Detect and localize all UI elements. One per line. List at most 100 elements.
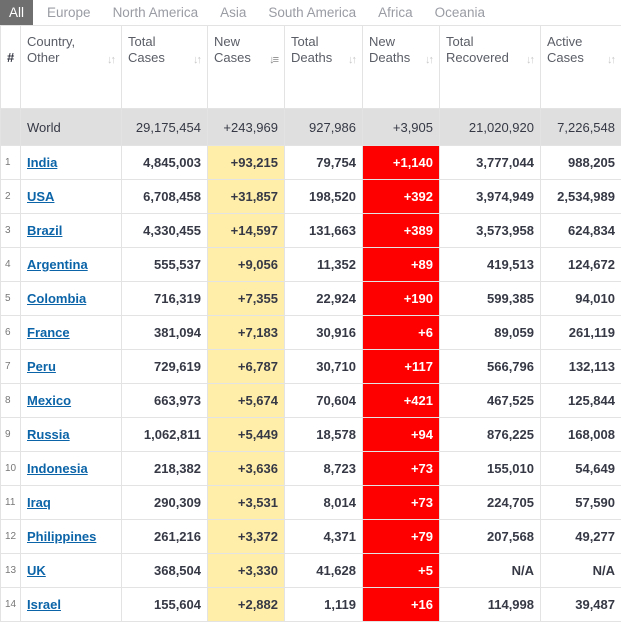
new-cases-cell: +7,355	[208, 282, 285, 316]
tab-south-america[interactable]: South America	[257, 0, 367, 25]
row-index: 1	[1, 146, 21, 180]
row-index: 2	[1, 180, 21, 214]
total-recovered-cell: 876,225	[440, 418, 541, 452]
active-cases-cell: 261,119	[541, 316, 621, 350]
total-recovered-cell: 3,777,044	[440, 146, 541, 180]
row-index: 3	[1, 214, 21, 248]
total-recovered-cell: 207,568	[440, 520, 541, 554]
row-index: 12	[1, 520, 21, 554]
country-link[interactable]: Israel	[27, 597, 61, 612]
row-index: 8	[1, 384, 21, 418]
country-cell: Philippines	[21, 520, 122, 554]
country-link[interactable]: Iraq	[27, 495, 51, 510]
country-cell: UK	[21, 554, 122, 588]
new-cases-cell: +2,882	[208, 588, 285, 622]
world-new-deaths: +3,905	[363, 109, 440, 146]
country-cell: Argentina	[21, 248, 122, 282]
new-deaths-cell: +117	[363, 350, 440, 384]
new-deaths-cell: +16	[363, 588, 440, 622]
new-cases-cell: +3,372	[208, 520, 285, 554]
country-link[interactable]: France	[27, 325, 70, 340]
country-cell: USA	[21, 180, 122, 214]
country-link[interactable]: Philippines	[27, 529, 96, 544]
country-cell: Colombia	[21, 282, 122, 316]
header-row: # Country, Other ↓↑ Total Cases ↓↑ New C…	[1, 26, 621, 109]
header-label: Other	[27, 50, 115, 66]
region-tabs: All Europe North America Asia South Amer…	[0, 0, 621, 25]
total-cases-cell: 729,619	[122, 350, 208, 384]
header-total-deaths[interactable]: Total Deaths ↓↑	[285, 26, 363, 109]
world-new-cases: +243,969	[208, 109, 285, 146]
sort-icon[interactable]: ↓↑	[607, 54, 614, 66]
world-name: World	[21, 109, 122, 146]
active-cases-cell: 54,649	[541, 452, 621, 486]
header-label: Country,	[27, 34, 115, 50]
world-index	[1, 109, 21, 146]
row-index: 11	[1, 486, 21, 520]
tab-oceania[interactable]: Oceania	[424, 0, 496, 25]
sort-desc-icon[interactable]: ↓≡	[269, 54, 277, 66]
sort-icon[interactable]: ↓↑	[425, 54, 432, 66]
total-recovered-cell: N/A	[440, 554, 541, 588]
total-deaths-cell: 131,663	[285, 214, 363, 248]
tab-europe[interactable]: Europe	[33, 0, 102, 25]
country-link[interactable]: Mexico	[27, 393, 71, 408]
tab-asia[interactable]: Asia	[209, 0, 257, 25]
header-new-cases[interactable]: New Cases ↓≡	[208, 26, 285, 109]
total-recovered-cell: 566,796	[440, 350, 541, 384]
header-total-recovered[interactable]: Total Recovered ↓↑	[440, 26, 541, 109]
new-cases-cell: +14,597	[208, 214, 285, 248]
header-new-deaths[interactable]: New Deaths ↓↑	[363, 26, 440, 109]
row-index: 13	[1, 554, 21, 588]
row-index: 9	[1, 418, 21, 452]
row-index: 6	[1, 316, 21, 350]
country-link[interactable]: Indonesia	[27, 461, 88, 476]
total-recovered-cell: 3,974,949	[440, 180, 541, 214]
header-label: Cases	[128, 50, 201, 66]
total-cases-cell: 261,216	[122, 520, 208, 554]
country-link[interactable]: India	[27, 155, 57, 170]
active-cases-cell: 57,590	[541, 486, 621, 520]
header-active-cases[interactable]: Active Cases ↓↑	[541, 26, 621, 109]
row-index: 10	[1, 452, 21, 486]
new-deaths-cell: +73	[363, 486, 440, 520]
country-cell: Brazil	[21, 214, 122, 248]
country-link[interactable]: USA	[27, 189, 54, 204]
country-link[interactable]: Argentina	[27, 257, 88, 272]
new-deaths-cell: +79	[363, 520, 440, 554]
total-deaths-cell: 4,371	[285, 520, 363, 554]
sort-icon[interactable]: ↓↑	[193, 54, 200, 66]
sort-icon[interactable]: ↓↑	[348, 54, 355, 66]
country-link[interactable]: Peru	[27, 359, 56, 374]
total-cases-cell: 1,062,811	[122, 418, 208, 452]
total-deaths-cell: 70,604	[285, 384, 363, 418]
country-link[interactable]: Brazil	[27, 223, 62, 238]
total-deaths-cell: 8,014	[285, 486, 363, 520]
country-link[interactable]: Russia	[27, 427, 70, 442]
active-cases-cell: 132,113	[541, 350, 621, 384]
header-total-cases[interactable]: Total Cases ↓↑	[122, 26, 208, 109]
sort-icon[interactable]: ↓↑	[107, 54, 114, 66]
header-label: Total	[128, 34, 201, 50]
country-link[interactable]: Colombia	[27, 291, 86, 306]
country-link[interactable]: UK	[27, 563, 46, 578]
country-cell: Mexico	[21, 384, 122, 418]
total-deaths-cell: 41,628	[285, 554, 363, 588]
tab-all[interactable]: All	[0, 0, 33, 25]
new-cases-cell: +3,636	[208, 452, 285, 486]
total-recovered-cell: 224,705	[440, 486, 541, 520]
tab-north-america[interactable]: North America	[102, 0, 210, 25]
total-deaths-cell: 30,710	[285, 350, 363, 384]
header-country[interactable]: Country, Other ↓↑	[21, 26, 122, 109]
sort-icon[interactable]: ↓↑	[526, 54, 533, 66]
row-index: 14	[1, 588, 21, 622]
tab-africa[interactable]: Africa	[367, 0, 424, 25]
total-cases-cell: 155,604	[122, 588, 208, 622]
country-cell: India	[21, 146, 122, 180]
header-label: Active	[547, 34, 615, 50]
country-cell: Iraq	[21, 486, 122, 520]
